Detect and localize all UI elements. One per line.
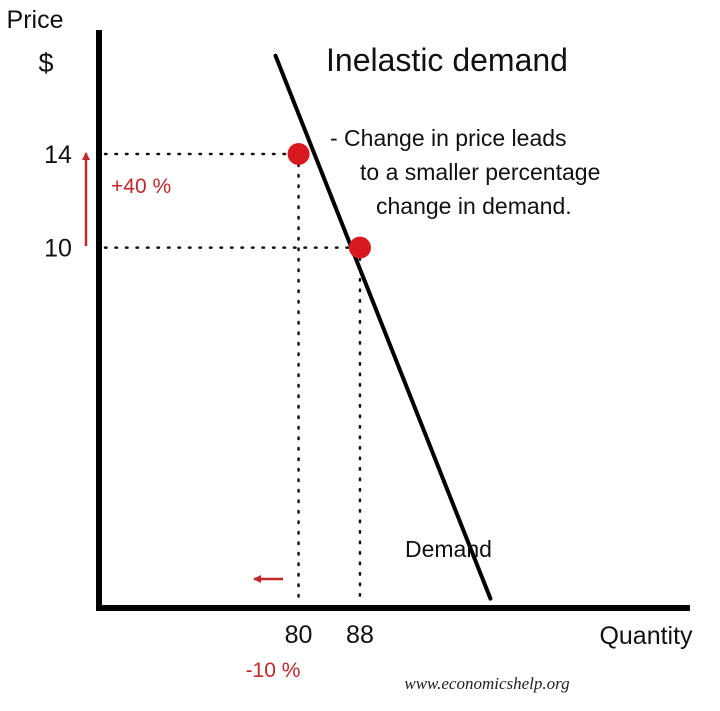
y-axis-unit: $	[38, 48, 53, 78]
x-tick-labels: 80 88	[285, 621, 374, 649]
demand-line	[273, 53, 493, 601]
x-axis-label: Quantity	[599, 622, 693, 650]
highlight-points	[287, 143, 371, 259]
demand-curve: Demand	[273, 53, 493, 601]
x-tick-label-80: 80	[285, 621, 313, 649]
annotation-line-3: change in demand.	[376, 193, 572, 219]
chart-title: Inelastic demand	[326, 42, 568, 78]
demand-label: Demand	[405, 536, 492, 562]
y-axis-label: Price	[7, 6, 64, 34]
y-tick-label-14: 14	[44, 141, 72, 169]
y-tick-label-10: 10	[44, 235, 72, 263]
source-credit: www.economicshelp.org	[404, 674, 569, 693]
data-point-88-10	[348, 236, 371, 259]
x-tick-label-88: 88	[346, 621, 374, 649]
y-tick-labels: 14 10	[44, 141, 72, 263]
annotation-line-2: to a smaller percentage	[360, 159, 600, 185]
guide-lines	[103, 152, 362, 606]
quantity-change-label: -10 %	[246, 659, 301, 682]
annotation-line-1: - Change in price leads	[330, 125, 567, 151]
price-change-label: +40 %	[111, 175, 171, 198]
data-point-80-14	[287, 143, 310, 166]
